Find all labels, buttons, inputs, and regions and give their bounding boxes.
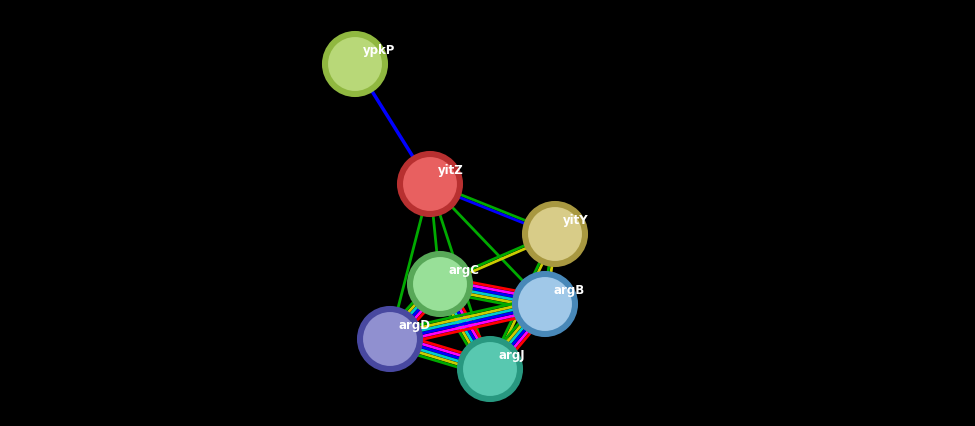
Circle shape [407,251,473,317]
Text: yitZ: yitZ [438,164,464,177]
Text: argD: argD [398,318,430,331]
Circle shape [527,207,583,262]
Circle shape [412,256,468,312]
Text: ypkP: ypkP [363,44,396,57]
Circle shape [402,157,458,213]
Circle shape [362,311,418,367]
Circle shape [327,37,383,93]
Circle shape [397,152,463,218]
Text: argJ: argJ [498,348,525,361]
Circle shape [457,336,523,402]
Text: argB: argB [553,283,584,296]
Circle shape [522,201,588,268]
Circle shape [517,276,573,332]
Circle shape [357,306,423,372]
Text: yitY: yitY [563,213,589,227]
Circle shape [462,341,518,397]
Circle shape [512,271,578,337]
Text: argC: argC [448,263,479,276]
Circle shape [322,32,388,98]
